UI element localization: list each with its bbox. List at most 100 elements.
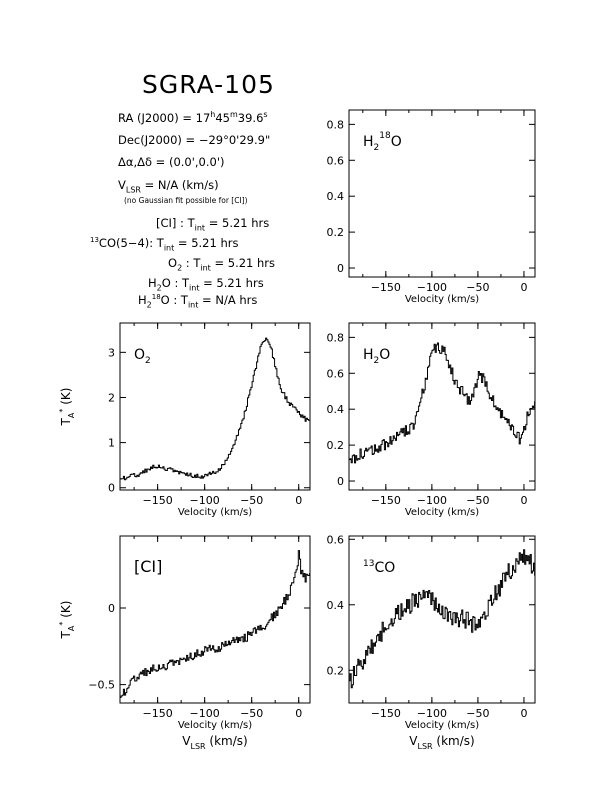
x-tick-label: −150 — [143, 707, 173, 720]
label-text: (km/s) — [433, 734, 475, 748]
y-tick-label: 0.2 — [327, 226, 345, 239]
label-text: (km/s) — [206, 734, 248, 748]
y-tick-label: 0.4 — [327, 190, 345, 203]
tint-ci: [CI] : Tint = 5.21 hrs — [156, 216, 270, 233]
superscript: 13 — [363, 559, 374, 569]
y-tick-label: 0.6 — [327, 533, 345, 546]
subscript: 2 — [374, 143, 380, 153]
spectrum-line — [349, 549, 536, 689]
x-axis-label: Velocity (km/s) — [405, 720, 479, 731]
label-text: H — [363, 134, 374, 150]
tint-h218o: H218O : Tint = N/A hrs — [138, 293, 258, 310]
y-axis-label: TA* (K) — [58, 601, 76, 640]
tint-value: = 5.21 hrs — [208, 216, 270, 230]
tint-species: [CI] — [156, 216, 177, 230]
x-tick-label: −150 — [371, 281, 401, 294]
species-label: [CI] — [134, 557, 162, 576]
y-tick-label: 0.2 — [327, 439, 345, 452]
y-tick-label: 3 — [108, 346, 115, 359]
plot-frame — [119, 322, 311, 491]
plot-frame — [348, 109, 536, 278]
tint-h2o: H2O : Tint = 5.21 hrs — [148, 276, 264, 293]
tint-value: = 5.21 hrs — [177, 236, 239, 250]
x-tick-label: −150 — [371, 494, 401, 507]
offset-label: Δα,Δδ = — [118, 155, 166, 169]
x-axis-label: Velocity (km/s) — [178, 720, 252, 731]
subscript: LSR — [418, 742, 434, 751]
ra-minutes: 45 — [215, 110, 230, 125]
species-label: O2 — [134, 347, 151, 366]
y-tick-label: 0.8 — [327, 331, 345, 344]
x-tick-label: −50 — [240, 707, 263, 720]
y-tick-label: 0.4 — [327, 403, 345, 416]
x-tick-label: −50 — [240, 494, 263, 507]
ra-hours: 17 — [195, 110, 211, 125]
tint-o2: O2 : Tint = 5.21 hrs — [168, 256, 276, 273]
x-tick-label: 0 — [295, 494, 302, 507]
plot-frame — [348, 535, 536, 704]
ra-line: RA (J2000) = 17h45m39.6s — [118, 110, 268, 125]
dec-value: −29°0'29.9" — [198, 133, 271, 147]
panel-13co: −150 −100 −50 0 0.2 0.4 0.6 Velocity (km/s) 13CO — [327, 533, 536, 731]
vlsr-line: VLSR = N/A (km/s) — [118, 178, 219, 194]
label-text: [CI] — [134, 557, 162, 576]
x-tick-label: −100 — [417, 281, 447, 294]
spectrum-line — [349, 342, 536, 464]
species-label: H2 18O — [363, 131, 402, 153]
subscript: LSR — [191, 742, 207, 751]
y-axis-label: TA* (K) — [58, 388, 76, 427]
x-tick-label: −150 — [371, 707, 401, 720]
label-text: V — [409, 734, 418, 748]
tint-value: = N/A hrs — [202, 293, 258, 307]
y-tick-label: 2 — [108, 391, 115, 404]
x-tick-label: −100 — [417, 494, 447, 507]
x-tick-label: 0 — [295, 707, 302, 720]
subscript: 2 — [145, 356, 151, 366]
y-tick-label: 0.4 — [327, 599, 345, 612]
label-text: O — [134, 347, 145, 363]
tint-species: H218O — [138, 293, 170, 310]
panel-h218o: −150 −100 −50 0 0 0.2 0.4 0.6 0.8 Velocity (km/s)… — [327, 109, 536, 305]
x-tick-label: 0 — [520, 707, 527, 720]
label-text: (K) — [59, 388, 73, 409]
x-tick-label: −100 — [190, 494, 220, 507]
label-text: (K) — [59, 601, 73, 622]
superscript: * — [58, 622, 67, 626]
y-tick-label: 0.2 — [327, 664, 345, 677]
subscript: A — [67, 625, 76, 631]
plot-frame — [119, 535, 311, 704]
ra-seconds: 39.6 — [237, 110, 264, 125]
y-tick-label: 0 — [108, 602, 115, 615]
label-text: V — [182, 734, 191, 748]
panel-ci: −150 −100 −50 0 −0.5 0 Velocity (km/s) TA* (K) [… — [58, 535, 311, 731]
vlsr-symbol: VLSR — [118, 178, 141, 195]
x-tick-label: −100 — [190, 707, 220, 720]
species-label: 13CO — [363, 559, 395, 576]
panel-h2o: −150 −100 −50 0 0 0.2 0.4 0.6 0.8 Velocity (km/s)… — [327, 322, 536, 518]
tint-species: H2O — [148, 276, 171, 293]
vlsr-note: (no Gaussian fit possible for [CI]) — [124, 196, 248, 205]
y-tick-label: −0.5 — [88, 679, 115, 692]
spectrum-line — [120, 337, 311, 481]
vlsr-axis-label: VLSR (km/s) — [409, 734, 474, 751]
y-tick-label: 0 — [108, 482, 115, 495]
label-text: O — [391, 134, 402, 150]
y-tick-label: 1 — [108, 437, 115, 450]
y-tick-label: 0 — [337, 262, 344, 275]
tint-species: O2 — [168, 256, 183, 273]
tint-13co: 13CO(5−4): Tint = 5.21 hrs — [90, 236, 239, 253]
x-axis-label: Velocity (km/s) — [178, 507, 252, 518]
vlsr-axis-label: VLSR (km/s) — [182, 734, 247, 751]
label-text: T — [59, 417, 73, 426]
spectrum-line — [120, 550, 311, 698]
x-axis-label: Velocity (km/s) — [405, 507, 479, 518]
dec-label: Dec(J2000) = — [118, 133, 196, 147]
x-axis-label: Velocity (km/s) — [405, 294, 479, 305]
ra-value: 17h45m39.6s — [195, 110, 268, 125]
x-tick-label: −50 — [466, 281, 489, 294]
x-tick-label: −50 — [466, 494, 489, 507]
label-text: O — [379, 347, 390, 363]
x-tick-label: −150 — [143, 494, 173, 507]
